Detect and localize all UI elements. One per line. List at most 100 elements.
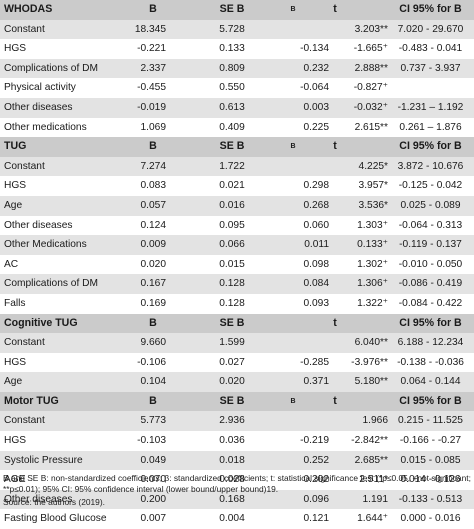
table-cell: 0.009 [140, 239, 167, 251]
column-header: t [333, 394, 337, 407]
table-row: Age 0.104 0.020 0.371 5.180** 0.064 - 0.144 [0, 372, 474, 392]
table-cell: 7.020 - 29.670 [397, 23, 464, 35]
table-row: Systolic Pressure 0.049 0.018 0.252 2.685** 0… [0, 450, 474, 471]
row-label: Constant [4, 337, 45, 349]
table-cell: 3.203** [354, 23, 388, 35]
row-label: Constant [4, 23, 45, 35]
section-title: TUG [4, 140, 27, 153]
table-cell: 2.511* [359, 474, 388, 486]
table-cell: 2.936 [219, 415, 245, 427]
table-cell: -0.827⁺ [353, 82, 388, 94]
table-cell: 0.809 [219, 62, 245, 74]
section-header: Cognitive TUG B SE B t CI 95% for B [0, 313, 474, 334]
row-label: Complications of DM [4, 62, 98, 74]
row-label: Other diseases [4, 219, 73, 231]
table-cell: 2.615** [354, 121, 388, 133]
table-cell: 0.261 – 1.876 [399, 121, 462, 133]
table-cell: -1.231 – 1.192 [397, 101, 464, 113]
table-row: HGS -0.221 0.133 -0.134 -1.665⁺ -0.483 - 0.04… [0, 39, 474, 59]
column-header: SE B [219, 394, 245, 407]
column-header: t [333, 3, 337, 15]
table-cell: 0.225 [303, 121, 330, 133]
table-cell: 0.169 [140, 297, 167, 309]
table-cell: 6.188 - 12.234 [397, 337, 464, 349]
table-row: Complications of DM 2.337 0.809 0.232 2.888*… [0, 58, 474, 79]
row-label: Other medications [4, 121, 87, 133]
table-cell: 0.104 [140, 376, 167, 388]
column-header: CI 95% for B [399, 394, 462, 407]
table-cell: 0.020 [140, 258, 167, 270]
table-cell: 0.021 [219, 180, 245, 192]
column-header: B [290, 397, 296, 405]
table-cell: 1.303⁺ [357, 219, 388, 231]
table-cell: 3.536* [358, 199, 388, 211]
table-cell: 0.027 [219, 356, 245, 368]
table-cell: 1.322⁺ [357, 297, 388, 309]
table-cell: -0.119 - 0.137 [399, 239, 462, 251]
column-header: SE B [219, 316, 245, 329]
column-header: B [149, 3, 157, 15]
table-cell: -0.455 [137, 82, 166, 94]
row-label: AC [4, 258, 19, 270]
table-cell: 0.128 [219, 278, 245, 290]
table-row: HGS 0.083 0.021 0.298 3.957* -0.125 - 0.042 [0, 176, 474, 196]
table-cell: 0.003 [303, 101, 330, 113]
table-cell: -0.064 [300, 82, 329, 94]
table-cell: 0.133⁺ [357, 239, 388, 251]
row-label: Systolic Pressure [4, 454, 83, 466]
table-cell: 0.215 - 11.525 [398, 415, 463, 427]
table-cell: 0.613 [219, 101, 245, 113]
table-cell: 0.020 [219, 376, 245, 388]
table-cell: -0.483 - 0.041 [398, 43, 463, 55]
table-row: Other diseases 0.124 0.095 0.060 1.303⁺ -0.06… [0, 216, 474, 236]
table-cell: 5.773 [140, 415, 167, 427]
table-cell: 0.049 [140, 454, 167, 466]
table-cell: -0.019 [137, 101, 166, 113]
column-header: B [149, 394, 157, 407]
table-cell: 0.168 [219, 493, 245, 505]
table-cell: 0.124 [140, 219, 167, 231]
table-cell: -1.665⁺ [353, 43, 388, 55]
table-cell: -0.032⁺ [353, 101, 388, 113]
table-cell: 0.018 [219, 454, 245, 466]
row-label: AGE [4, 474, 26, 486]
row-label: Other Medications [4, 239, 87, 251]
table-cell: 9.660 [140, 337, 167, 349]
table-cell: 0.167 [140, 278, 167, 290]
table-cell: -0.219 [300, 435, 329, 447]
table-cell: 0.268 [303, 199, 330, 211]
table-cell: -0.103 [137, 435, 166, 447]
section-title: Cognitive TUG [4, 316, 78, 329]
table-cell: 0.252 [303, 454, 330, 466]
row-label: Age [4, 199, 23, 211]
table-cell: 0.371 [303, 376, 330, 388]
table-cell: 1.069 [140, 121, 167, 133]
table-cell: 0.084 [303, 278, 330, 290]
column-header: B [290, 6, 296, 13]
table-cell: 0.070 [140, 474, 167, 486]
table-cell: 1.306⁺ [357, 278, 388, 290]
table-cell: 0.298 [303, 180, 330, 192]
table-cell: 4.225* [358, 160, 388, 172]
table-cell: 0.064 - 0.144 [400, 376, 461, 388]
column-header: CI 95% for B [399, 3, 462, 15]
table-row: Fasting Blood Glucose 0.007 0.004 0.121 1.64… [0, 509, 474, 529]
table-cell: -0.125 - 0.042 [398, 180, 463, 192]
column-header: CI 95% for B [399, 316, 462, 329]
row-label: Constant [4, 415, 45, 427]
table-row: Constant 18.345 5.728 3.203** 7.020 - 29.670 [0, 19, 474, 40]
table-cell: 0.004 [219, 513, 245, 525]
table-cell: -0.166 - -0.27 [399, 435, 462, 447]
column-header: B [149, 316, 157, 329]
table-footnote: B and SE B: non-standardized coefficient… [3, 473, 471, 494]
table-cell: 0.409 [219, 121, 245, 133]
row-label: Complications of DM [4, 278, 98, 290]
row-label: Other diseases [4, 493, 73, 505]
row-label: Falls [4, 297, 26, 309]
table-cell: -0.138 - -0.036 [397, 356, 464, 368]
table-row: Constant 7.274 1.722 4.225* 3.872 - 10.676 [0, 156, 474, 177]
table-cell: 18.345 [134, 23, 166, 35]
